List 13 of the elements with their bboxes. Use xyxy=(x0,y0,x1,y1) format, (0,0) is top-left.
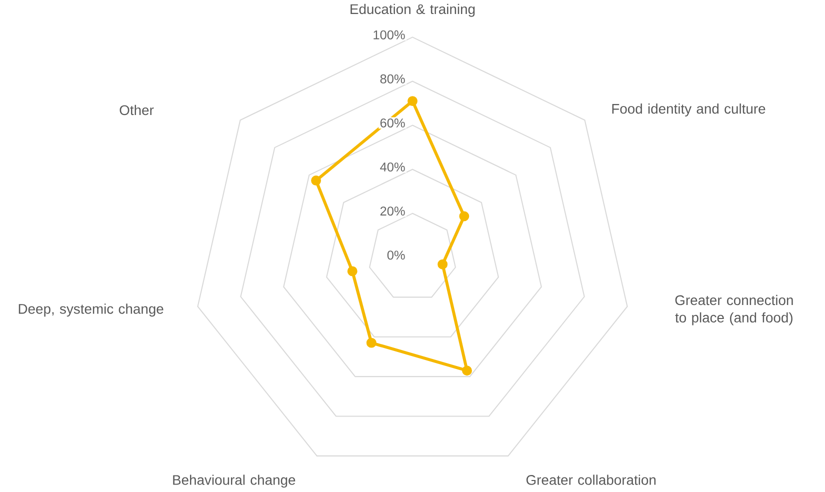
y-tick-label: 60% xyxy=(380,118,405,128)
spoke-label: Behavioural change xyxy=(173,474,296,488)
spoke-label: Other xyxy=(120,105,154,116)
spoke-label: Food identity and culture xyxy=(612,104,766,117)
spoke-label: Deep, systemic change xyxy=(18,304,164,317)
y-tick-label: 100% xyxy=(374,30,405,40)
y-tick-label: 0% xyxy=(387,250,405,260)
y-tick-label: 20% xyxy=(380,206,405,216)
y-tick-label: 80% xyxy=(380,74,405,84)
spoke-label: Education & training xyxy=(350,4,475,18)
spoke-label: Greater connection to place (and food) xyxy=(675,295,793,326)
y-tick-label: 40% xyxy=(380,162,405,172)
spoke-label: Greater collaboration xyxy=(526,474,656,486)
